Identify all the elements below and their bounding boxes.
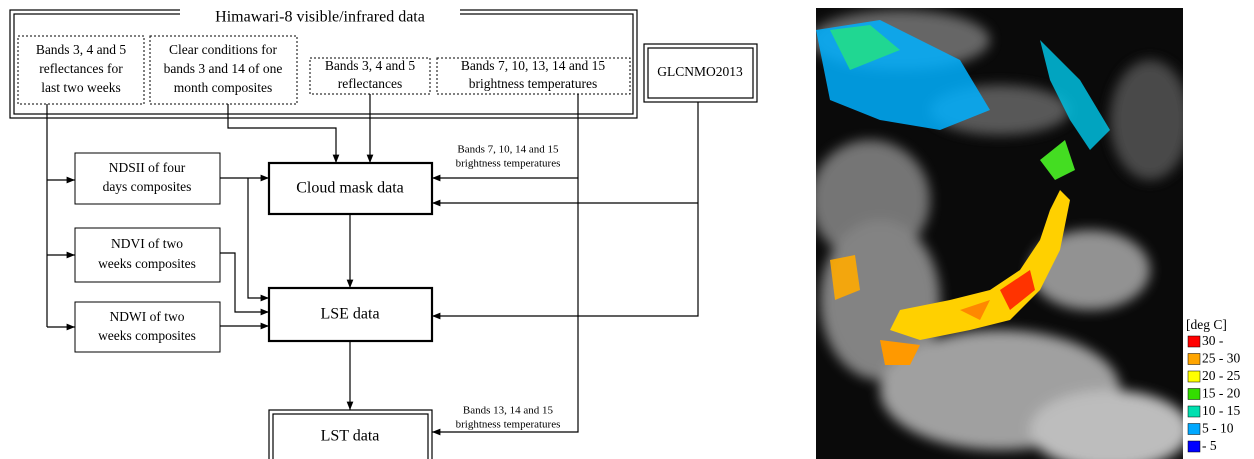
index-text: weeks composites [98,256,196,271]
input-text: Bands 7, 10, 13, 14 and 15 [461,58,606,73]
legend-swatch [1188,371,1200,382]
input-text: last two weeks [41,80,120,95]
index-text: NDWI of two [110,309,185,324]
legend-title: [deg C] [1186,317,1227,332]
figure: Himawari-8 visible/infrared data Bands 3… [0,0,1254,459]
arrow [248,178,269,298]
satellite-image [810,8,1190,459]
glcnmo-label: GLCNMO2013 [657,64,743,79]
lse-label: LSE data [320,306,379,323]
legend-label: 25 - 30 [1202,351,1240,366]
legend: [deg C] 30 - 25 - 30 20 - 25 15 - 20 10 - 15… [1186,317,1240,453]
input-text: bands 3 and 14 of one [164,61,283,76]
legend-label: 30 - [1202,333,1224,348]
input-text: brightness temperatures [469,76,598,91]
input-text: month composites [174,80,273,95]
input-text: Bands 3, 4 and 5 [36,42,127,57]
index-text: NDVI of two [111,236,183,251]
legend-swatch [1188,336,1200,347]
input-text: Clear conditions for [169,42,277,57]
arrow [432,102,698,316]
cloud-mask-label: Cloud mask data [296,180,404,197]
legend-swatch [1188,389,1200,400]
edge-label: brightness temperatures [456,158,561,170]
index-text: NDSII of four [109,160,186,175]
index-text: weeks composites [98,328,196,343]
legend-label: 5 - 10 [1202,421,1234,436]
legend-swatch [1188,441,1200,452]
legend-swatch [1188,354,1200,365]
diagram: Himawari-8 visible/infrared data Bands 3… [10,6,757,459]
input-text: Bands 3, 4 and 5 [325,58,416,73]
input-text: reflectances [338,76,402,91]
input-text: reflectances for [39,61,123,76]
arrow [220,253,269,312]
edge-label: Bands 13, 14 and 15 [463,405,554,417]
edge-label: brightness temperatures [456,419,561,431]
legend-label: 20 - 25 [1202,368,1240,383]
legend-swatch [1188,406,1200,417]
index-text: days composites [103,179,192,194]
lst-label: LST data [321,428,380,445]
legend-swatch [1188,424,1200,435]
edge-label: Bands 7, 10, 14 and 15 [457,144,559,156]
legend-label: - 5 [1202,438,1217,453]
source-title: Himawari-8 visible/infrared data [215,9,425,26]
legend-label: 10 - 15 [1202,403,1240,418]
legend-label: 15 - 20 [1202,386,1240,401]
